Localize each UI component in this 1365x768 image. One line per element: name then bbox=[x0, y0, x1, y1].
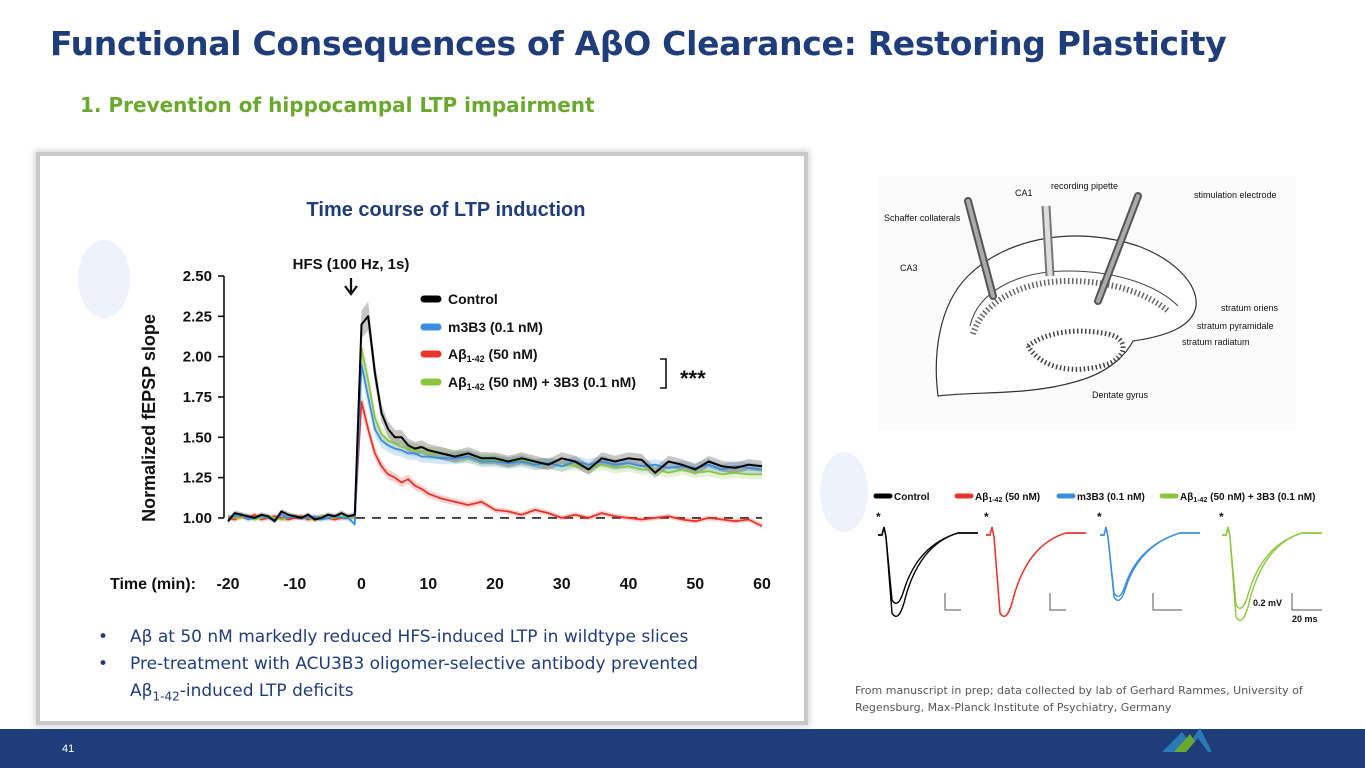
fepsp-trace bbox=[1222, 526, 1322, 609]
x-tick-label: 10 bbox=[419, 576, 437, 593]
fepsp-trace bbox=[986, 526, 1086, 617]
fepsp-trace bbox=[986, 526, 1086, 617]
x-tick-label: -20 bbox=[216, 576, 239, 593]
x-tick-label: 30 bbox=[553, 576, 571, 593]
slide-subtitle: 1. Prevention of hippocampal LTP impairm… bbox=[80, 93, 595, 117]
series-line bbox=[227, 400, 763, 527]
legend-label: Aβ1-42 (50 nM) + 3B3 (0.1 nM) bbox=[448, 374, 636, 392]
hippocampus-slice-diagram: CA1 recording pipette stimulation electr… bbox=[878, 176, 1296, 429]
y-tick-label: 2.00 bbox=[183, 349, 212, 366]
label-stratum-pyramidale: stratum pyramidale bbox=[1197, 321, 1274, 331]
trace-scale-bar bbox=[1049, 593, 1066, 611]
fepsp-trace bbox=[1100, 526, 1200, 601]
y-axis-label: Normalized fEPSP slope bbox=[139, 314, 159, 522]
ltp-time-course-chart: Time course of LTP induction 1.00 1.25 1.5… bbox=[110, 199, 771, 593]
bullet-dot: • bbox=[98, 654, 109, 674]
x-axis-label: Time (min): bbox=[110, 576, 196, 593]
trace-star: * bbox=[984, 510, 989, 524]
significance-bracket bbox=[660, 358, 667, 389]
x-tick-label: 60 bbox=[753, 576, 771, 593]
label-ca1: CA1 bbox=[1015, 188, 1033, 198]
y-tick-label: 2.50 bbox=[183, 268, 212, 285]
y-tick-label: 1.25 bbox=[183, 470, 212, 487]
slide-title: Functional Consequences of AβO Clearance… bbox=[50, 24, 1227, 63]
series-line bbox=[227, 363, 763, 526]
label-recording-pipette: recording pipette bbox=[1051, 181, 1118, 191]
decorative-oval bbox=[820, 452, 868, 532]
fepsp-trace bbox=[878, 526, 978, 617]
label-stratum-oriens: stratum oriens bbox=[1221, 303, 1279, 313]
y-tick-label: 1.75 bbox=[183, 389, 212, 406]
bullet-text-2: Pre-treatment with ACU3B3 oligomer-selec… bbox=[130, 654, 699, 704]
significance-stars: *** bbox=[680, 366, 706, 391]
y-tick-label: 1.00 bbox=[183, 510, 212, 527]
logo-text: ACUMEN bbox=[1210, 728, 1333, 759]
legend-label: Control bbox=[448, 291, 498, 307]
fepsp-traces-panel: Control Aβ1-42 (50 nM) m3B3 (0.1 nM) Aβ1… bbox=[873, 492, 1322, 624]
acumen-logo: ACUMEN bbox=[1162, 728, 1333, 759]
trace-legend-m3b3: m3B3 (0.1 nM) bbox=[1077, 492, 1145, 503]
hfs-annotation: HFS (100 Hz, 1s) bbox=[293, 256, 410, 273]
bullet-text-1: Aβ at 50 nM markedly reduced HFS-induced… bbox=[130, 627, 689, 647]
legend-label: m3B3 (0.1 nM) bbox=[448, 319, 543, 335]
x-tick-label: -10 bbox=[283, 576, 306, 593]
trace-star: * bbox=[1219, 510, 1224, 524]
label-dentate-gyrus: Dentate gyrus bbox=[1092, 390, 1149, 400]
decorative-oval bbox=[78, 240, 130, 318]
label-schaffer-collaterals: Schaffer collaterals bbox=[884, 213, 961, 223]
label-stratum-radiatum: stratum radiatum bbox=[1182, 337, 1250, 347]
fepsp-trace bbox=[1100, 526, 1200, 597]
label-ca3: CA3 bbox=[900, 263, 918, 273]
scale-ms-label: 20 ms bbox=[1292, 614, 1318, 624]
error-band bbox=[228, 301, 762, 524]
page-number: 41 bbox=[62, 743, 75, 755]
bullet-item: • Pre-treatment with ACU3B3 oligomer-sel… bbox=[98, 651, 788, 710]
y-tick-label: 1.50 bbox=[183, 429, 212, 446]
footer-bar bbox=[0, 729, 1365, 768]
trace-legend-control: Control bbox=[894, 492, 930, 503]
trace-scale-bar bbox=[944, 593, 961, 611]
label-stimulation-electrode: stimulation electrode bbox=[1194, 190, 1277, 200]
trace-star: * bbox=[1097, 510, 1102, 524]
trace-legend-combo: Aβ1-42 (50 nM) + 3B3 (0.1 nM) bbox=[1180, 492, 1315, 504]
scale-mv-label: 0.2 mV bbox=[1253, 598, 1282, 608]
trace-scale-bar bbox=[1152, 593, 1182, 611]
x-tick-label: 0 bbox=[357, 576, 366, 593]
hfs-arrow-icon bbox=[344, 278, 358, 296]
x-tick-label: 40 bbox=[620, 576, 638, 593]
chart-title: Time course of LTP induction bbox=[307, 199, 586, 221]
error-band bbox=[228, 336, 762, 523]
trace-star: * bbox=[876, 510, 881, 524]
x-tick-label: 20 bbox=[486, 576, 504, 593]
trace-scale-bar bbox=[1291, 593, 1322, 611]
source-caption: From manuscript in prep; data collected … bbox=[855, 684, 1303, 714]
ltp-panel: Time course of LTP induction 1.00 1.25 1.5… bbox=[40, 156, 804, 721]
legend-label: Aβ1-42 (50 nM) bbox=[448, 346, 538, 364]
bullet-list: • Aβ at 50 nM markedly reduced HFS-induc… bbox=[98, 624, 788, 710]
y-tick-label: 2.25 bbox=[183, 308, 212, 325]
bullet-item: • Aβ at 50 nM markedly reduced HFS-induc… bbox=[98, 624, 788, 651]
bullet-dot: • bbox=[98, 627, 109, 647]
trace-legend-abeta: Aβ1-42 (50 nM) bbox=[975, 492, 1040, 504]
fepsp-trace bbox=[878, 526, 978, 604]
series-line bbox=[227, 315, 763, 523]
x-tick-label: 50 bbox=[686, 576, 704, 593]
